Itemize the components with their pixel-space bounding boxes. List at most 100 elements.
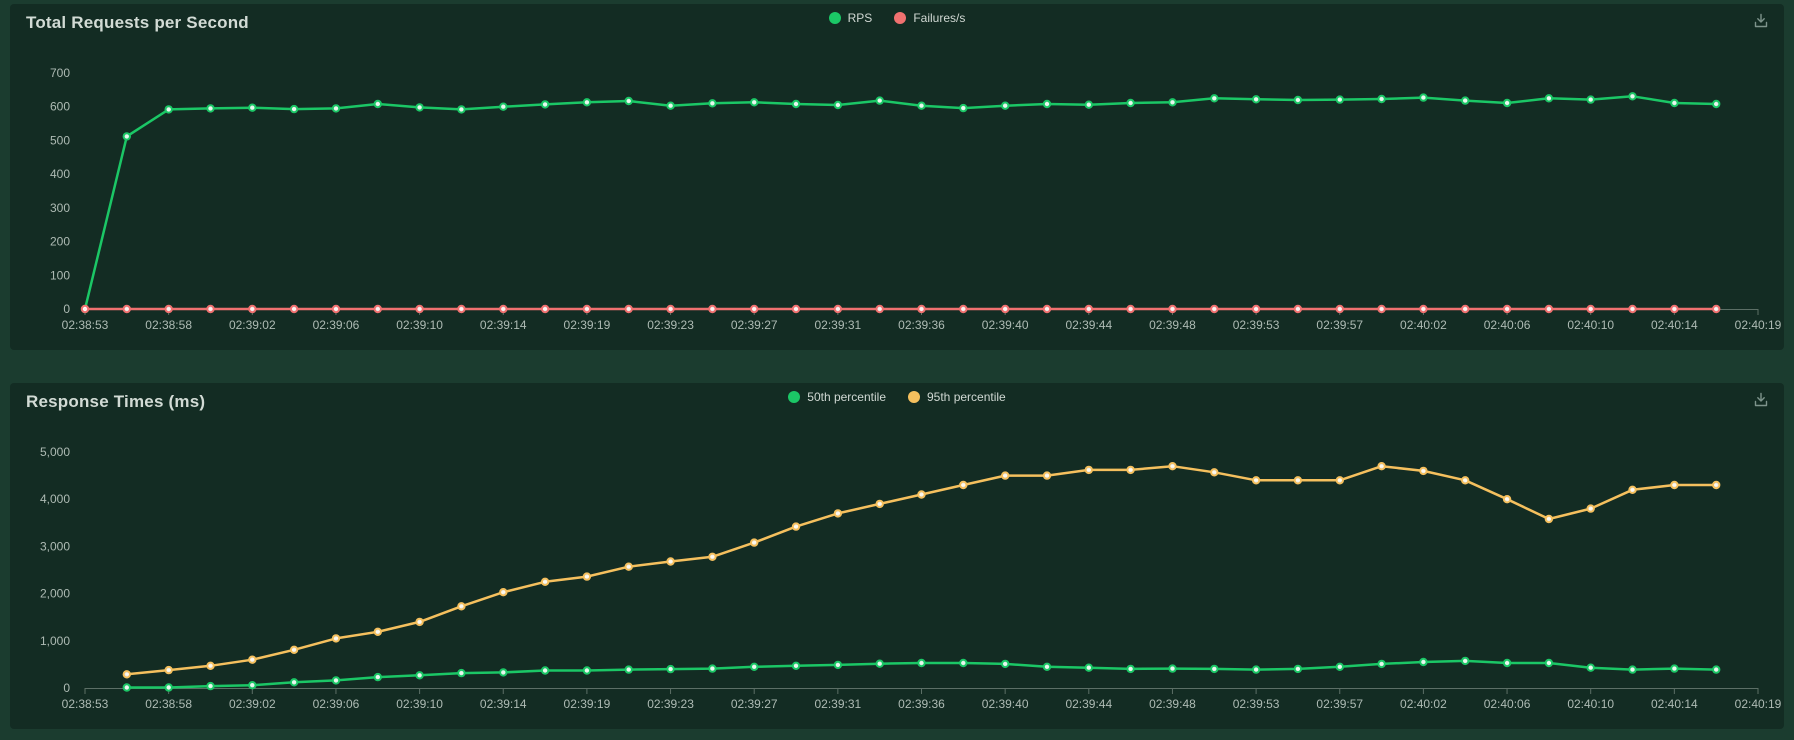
legend-rps: RPS Failures/s bbox=[10, 11, 1784, 25]
data-point bbox=[833, 100, 843, 110]
download-chart-button[interactable] bbox=[1750, 10, 1772, 32]
data-point bbox=[331, 634, 341, 643]
data-point bbox=[289, 104, 299, 114]
data-point bbox=[959, 658, 968, 668]
data-point bbox=[1084, 663, 1094, 672]
legend-item-50th-percentile[interactable]: 50th percentile bbox=[788, 390, 886, 404]
data-point bbox=[624, 562, 633, 571]
data-point bbox=[122, 132, 132, 141]
data-point bbox=[373, 304, 382, 314]
y-tick-label: 700 bbox=[50, 66, 70, 80]
response-times-chart-canvas[interactable]: 02:38:53 02:38:58 02:39:02 02:39:06 02:39:10… bbox=[10, 419, 1784, 729]
x-tick-label: 02:39:48 bbox=[1149, 318, 1196, 332]
data-point bbox=[917, 490, 926, 499]
data-point bbox=[540, 100, 550, 109]
data-point bbox=[1042, 304, 1052, 314]
data-point bbox=[164, 665, 173, 675]
series-rps bbox=[80, 92, 1721, 314]
data-point bbox=[624, 304, 633, 314]
x-tick-label: 02:40:06 bbox=[1484, 318, 1531, 332]
data-point bbox=[80, 304, 90, 314]
legend-response-times: 50th percentile 95th percentile bbox=[10, 390, 1784, 404]
data-point bbox=[1586, 95, 1595, 104]
data-point bbox=[917, 658, 926, 668]
data-point bbox=[1293, 476, 1303, 485]
data-point bbox=[1419, 466, 1428, 476]
data-point bbox=[331, 304, 341, 314]
data-point bbox=[582, 572, 592, 581]
x-tick-label: 02:39:40 bbox=[982, 697, 1029, 711]
data-point bbox=[875, 96, 884, 105]
data-point bbox=[1586, 304, 1595, 314]
data-point bbox=[206, 661, 215, 671]
data-point bbox=[1210, 664, 1219, 674]
data-point bbox=[540, 577, 550, 587]
data-point bbox=[1001, 471, 1010, 480]
data-point bbox=[415, 304, 424, 314]
download-icon bbox=[1754, 392, 1768, 407]
data-point bbox=[1419, 657, 1428, 667]
y-tick-label: 5,000 bbox=[40, 445, 70, 459]
data-point bbox=[1293, 304, 1303, 314]
data-point bbox=[1419, 93, 1428, 102]
data-point bbox=[415, 671, 424, 680]
x-tick-label: 02:38:53 bbox=[62, 697, 109, 711]
data-point bbox=[917, 101, 926, 110]
x-tick-label: 02:39:19 bbox=[564, 697, 611, 711]
x-tick-label: 02:39:27 bbox=[731, 697, 778, 711]
x-tick-label: 02:39:57 bbox=[1316, 697, 1363, 711]
x-tick-label: 02:39:14 bbox=[480, 318, 527, 332]
data-point bbox=[833, 304, 843, 314]
chart-title-response-times: Response Times (ms) bbox=[26, 392, 206, 411]
legend-item-rps[interactable]: RPS bbox=[828, 11, 872, 25]
data-point bbox=[959, 103, 968, 113]
data-point bbox=[1001, 659, 1010, 669]
y-tick-label: 2,000 bbox=[40, 587, 70, 601]
x-tick-label: 02:40:14 bbox=[1651, 697, 1698, 711]
data-point bbox=[1084, 100, 1094, 109]
data-point bbox=[1210, 468, 1219, 477]
data-point bbox=[457, 602, 466, 611]
legend-item-failures-s[interactable]: Failures/s bbox=[894, 11, 965, 25]
x-tick-label: 02:39:40 bbox=[982, 318, 1029, 332]
data-point bbox=[248, 103, 257, 112]
data-point bbox=[708, 664, 717, 673]
data-point bbox=[122, 670, 132, 679]
data-point bbox=[582, 666, 592, 675]
data-point bbox=[750, 304, 759, 314]
rps-chart-canvas[interactable]: 02:38:53 02:38:58 02:39:02 02:39:06 02:39:10… bbox=[10, 40, 1784, 350]
data-point bbox=[1586, 663, 1595, 672]
data-point bbox=[959, 304, 968, 314]
data-point bbox=[875, 304, 884, 314]
x-tick-label: 02:40:19 bbox=[1735, 697, 1782, 711]
data-point bbox=[666, 557, 675, 566]
x-tick-label: 02:39:36 bbox=[898, 318, 945, 332]
data-point bbox=[457, 304, 466, 314]
data-point bbox=[833, 660, 843, 670]
y-tick-label: 200 bbox=[50, 235, 70, 249]
data-point bbox=[1251, 476, 1261, 485]
legend-dot-50th-percentile bbox=[788, 391, 801, 403]
y-tick-label: 400 bbox=[50, 167, 70, 181]
data-point bbox=[499, 588, 508, 597]
data-point bbox=[248, 655, 257, 664]
legend-item-95th-percentile[interactable]: 95th percentile bbox=[908, 390, 1006, 404]
data-point bbox=[1168, 98, 1177, 107]
data-point bbox=[1251, 304, 1261, 314]
data-point bbox=[373, 99, 382, 109]
series-95th-percentile bbox=[122, 462, 1721, 679]
data-point bbox=[206, 681, 215, 691]
data-point bbox=[1502, 658, 1512, 668]
data-point bbox=[1544, 94, 1554, 103]
data-point bbox=[1502, 495, 1512, 504]
data-point bbox=[164, 683, 173, 692]
data-point bbox=[1377, 304, 1386, 314]
data-point bbox=[582, 98, 592, 107]
y-tick-label: 0 bbox=[63, 302, 70, 316]
data-point bbox=[666, 101, 675, 110]
download-chart-button[interactable] bbox=[1750, 389, 1772, 411]
y-tick-label: 500 bbox=[50, 133, 70, 147]
data-point bbox=[1628, 92, 1637, 101]
data-point bbox=[1377, 462, 1386, 471]
x-tick-label: 02:39:14 bbox=[480, 697, 527, 711]
